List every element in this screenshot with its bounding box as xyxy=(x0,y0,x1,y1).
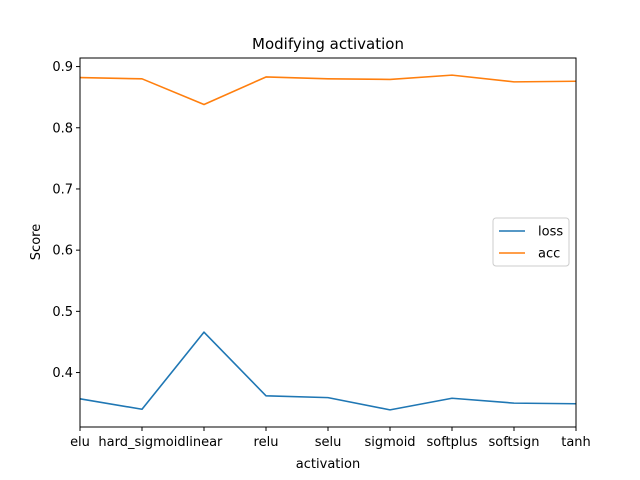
x-axis-label: activation xyxy=(296,457,360,472)
legend-box xyxy=(492,217,570,267)
x-axis: elu hard_sigmoid linear relu selu sigmoid soft… xyxy=(70,427,591,450)
x-tick-label: softsign xyxy=(488,435,539,450)
x-tick-label: softplus xyxy=(426,435,477,450)
y-tick-label: 0.5 xyxy=(52,305,73,320)
x-tick-label: selu xyxy=(315,435,342,450)
y-tick-label: 0.4 xyxy=(52,366,73,381)
x-tick-label: linear xyxy=(186,435,223,450)
plot-area xyxy=(79,74,577,411)
x-tick-label: elu xyxy=(70,435,90,450)
legend-label-acc: acc xyxy=(538,247,560,262)
x-tick-label: tanh xyxy=(561,435,591,450)
y-tick-label: 0.9 xyxy=(52,60,73,75)
y-tick-label: 0.7 xyxy=(52,182,73,197)
x-tick-label: relu xyxy=(254,435,279,450)
legend-label-loss: loss xyxy=(538,225,563,240)
y-tick-label: 0.8 xyxy=(52,121,73,136)
x-tick-label: hard_sigmoid xyxy=(98,435,185,450)
series-line-acc xyxy=(79,74,577,106)
legend: loss acc xyxy=(492,217,570,267)
chart-title: Modifying activation xyxy=(252,35,404,53)
y-axis: 0.4 0.5 0.6 0.7 0.8 0.9 xyxy=(52,60,80,381)
y-tick-label: 0.6 xyxy=(52,244,73,259)
series-line-loss xyxy=(79,331,577,411)
y-axis-label: Score xyxy=(29,224,44,260)
x-tick-label: sigmoid xyxy=(364,435,415,450)
